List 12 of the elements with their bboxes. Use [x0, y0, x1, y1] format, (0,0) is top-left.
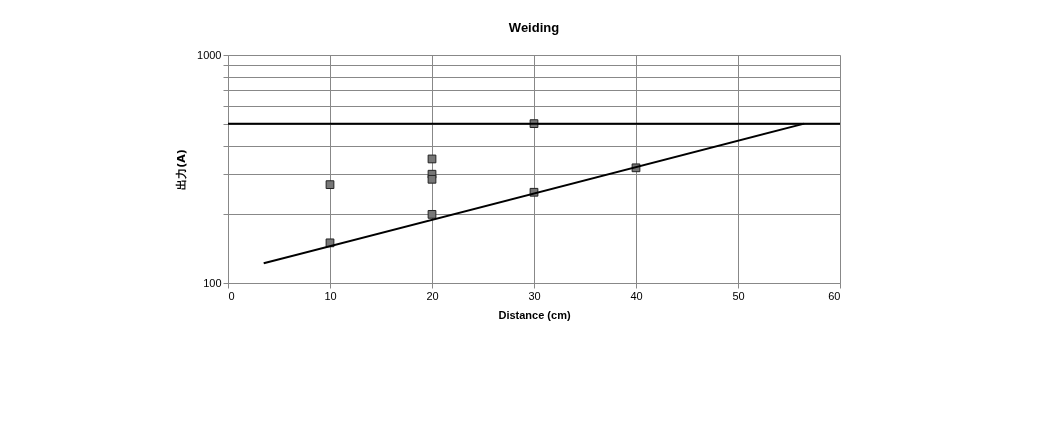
x-tick-label: 40 — [630, 289, 643, 302]
x-tick-label: 30 — [528, 289, 541, 302]
x-tick-label: 10 — [324, 289, 337, 302]
y-tick-label: 100 — [203, 276, 222, 289]
x-tick-label: 60 — [828, 289, 841, 302]
x-axis-title: Distance (cm) — [498, 308, 571, 321]
chart-title: Weiding — [508, 20, 560, 35]
y-tick-label: 1000 — [197, 48, 222, 61]
y-axis-title: 出力(A) — [175, 149, 189, 190]
x-tick-label: 20 — [426, 289, 439, 302]
x-tick-label: 0 — [228, 289, 235, 302]
x-tick-label: 50 — [732, 289, 745, 302]
